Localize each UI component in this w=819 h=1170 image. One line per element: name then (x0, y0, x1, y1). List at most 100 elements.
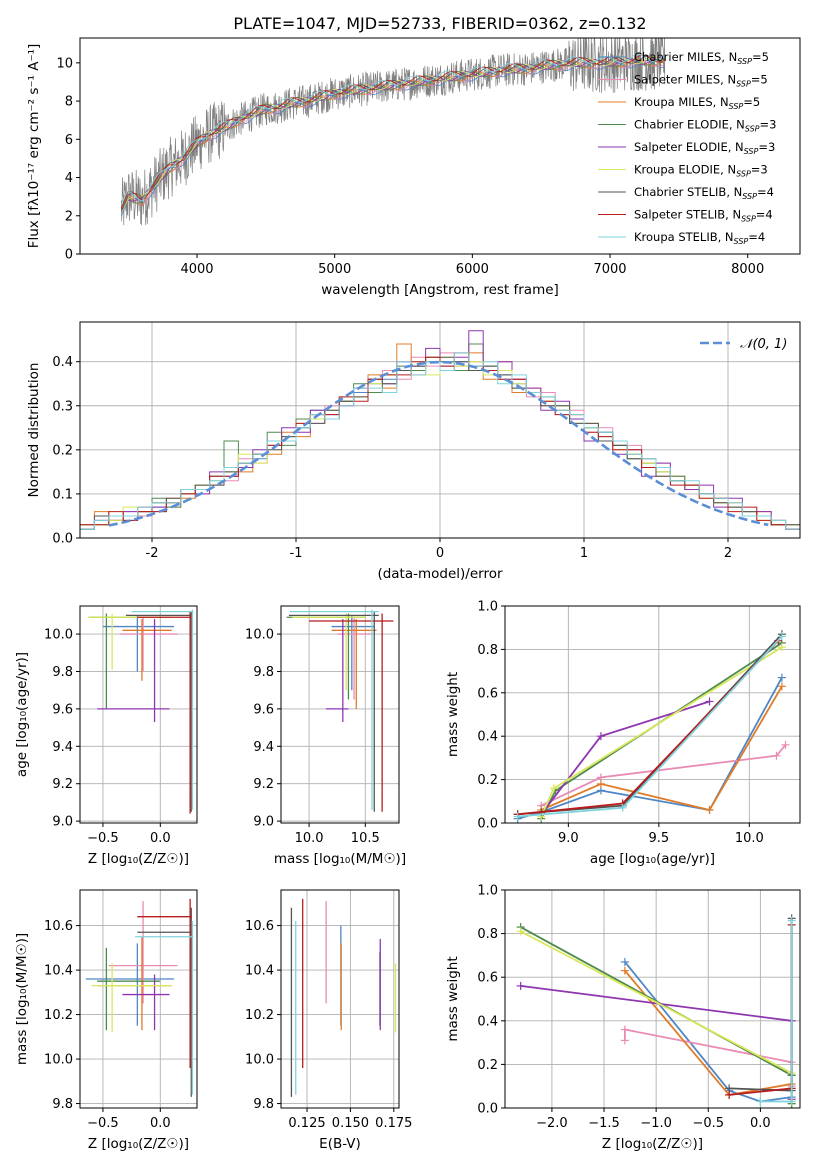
y-tick-label: 9.8 (253, 665, 274, 680)
x-axis-label: Z [log₁₀(Z/Z☉)] (602, 1136, 703, 1152)
gaussian-curve (108, 360, 769, 527)
weight-vs-age-panel: 9.0 9.5 10.0 0.0 0.2 0.4 0.6 0.8 1.0 age [log₁₀(a… (445, 600, 801, 867)
x-tick-label: −0.5 (87, 1116, 119, 1131)
x-axis-label: wavelength [Angstrom, rest frame] (321, 282, 559, 298)
weight-marker (620, 957, 629, 966)
y-tick-label: 1.0 (477, 600, 498, 615)
legend-label-tail: =4 (756, 208, 773, 222)
legend-label-tail: =4 (757, 185, 774, 199)
weight-marker (596, 779, 605, 788)
y-tick-label: 9.6 (52, 702, 73, 717)
axes-frame (79, 889, 198, 1109)
y-tick-label: 10.0 (44, 628, 73, 643)
x-tick-label: −0.5 (87, 831, 119, 846)
weight-marker (777, 643, 786, 652)
y-tick-label: 10.6 (44, 919, 73, 934)
y-tick-label: 10.0 (245, 1053, 274, 1068)
x-tick-label: −1.0 (640, 1116, 672, 1131)
y-tick-label: 0.0 (477, 1102, 498, 1117)
legend-label-sub: SSP (745, 125, 760, 134)
weight-marker (781, 740, 790, 749)
histogram-step (80, 352, 800, 538)
legend-label-sub: SSP (734, 237, 749, 246)
mass-vs-Z-data (85, 898, 194, 1097)
weight-marker (725, 1090, 734, 1099)
mass-vs-EBV-panel: 0.125 0.150 0.175 9.8 10.0 10.2 10.4 10.6 E(B-V) (245, 889, 412, 1152)
legend-label-sub: SSP (729, 102, 744, 111)
weight-line (540, 744, 787, 807)
y-tick-label: 10.4 (245, 964, 274, 979)
weight-marker (777, 673, 786, 682)
axes-frame (504, 605, 801, 824)
weight-marker (777, 682, 786, 691)
y-tick-label: 10.0 (245, 628, 274, 643)
y-tick-label: 9.8 (253, 1097, 274, 1112)
x-tick-label: 10.0 (735, 831, 764, 846)
axes-frame (79, 605, 198, 824)
weight-vs-Z-data (516, 914, 796, 1108)
y-axis-label: mass weight (445, 672, 461, 757)
y-axis-label: Flux [fλ10⁻¹⁷ erg cm⁻² s⁻¹ A⁻¹] (26, 44, 42, 249)
weight-marker (620, 1036, 629, 1045)
weight-marker (549, 784, 558, 793)
y-tick-label: 0.2 (477, 773, 498, 788)
y-tick-label: 10.4 (44, 964, 73, 979)
legend-label-tail: =3 (760, 118, 777, 132)
weight-marker (787, 1097, 796, 1106)
axes-frame (280, 605, 400, 824)
x-tick-label: −1.5 (588, 1116, 620, 1131)
legend-label-main: Chabrier MILES, N (634, 50, 737, 64)
x-tick-label: 0.0 (750, 1116, 771, 1131)
weight-marker (705, 805, 714, 814)
residuals-data (80, 330, 800, 538)
y-tick-label: 10 (56, 56, 73, 71)
x-tick-label: 1 (580, 546, 588, 561)
x-tick-label: 0.0 (150, 1116, 171, 1131)
weight-marker (620, 966, 629, 975)
model-spectrum-line (120, 54, 666, 209)
y-tick-label: 8 (65, 95, 73, 110)
y-tick-label: 0.4 (477, 730, 498, 745)
y-tick-label: 1.0 (477, 884, 498, 899)
weight-marker (756, 1097, 765, 1106)
x-tick-label: 9.0 (558, 831, 579, 846)
weight-marker (777, 632, 786, 641)
x-tick-label: 9.5 (648, 831, 669, 846)
y-tick-label: 0.8 (477, 927, 498, 942)
legend-label-main: Kroupa ELODIE, N (634, 163, 736, 177)
axes-frame (280, 889, 400, 1109)
legend-label: Chabrier STELIB, NSSP=4 (634, 185, 774, 201)
y-tick-label: 4 (65, 171, 73, 186)
mass-vs-Z-panel: −0.5 0.0 9.8 10.0 10.2 10.4 10.6 Z [log₁₀(Z/Z☉)… (14, 889, 198, 1152)
legend-label-sub: SSP (741, 215, 756, 224)
legend-label-main: Kroupa STELIB, N (634, 230, 734, 244)
model-spectrum-line (120, 53, 666, 205)
y-tick-label: 9.8 (52, 1097, 73, 1112)
weight-vs-Z-panel: −2.0 −1.5 −1.0 −0.5 0.0 0.0 0.2 0.4 0.6 0.8 1.0 Z [… (445, 884, 801, 1152)
y-tick-label: 9.2 (253, 777, 274, 792)
y-tick-label: 0.8 (477, 643, 498, 658)
legend-label-main: Chabrier ELODIE, N (634, 118, 745, 132)
legend-label-main: Chabrier STELIB, N (634, 185, 742, 199)
x-tick-label: 0.175 (375, 1116, 412, 1131)
age-vs-Z-panel: −0.5 0.0 9.0 9.2 9.4 9.6 9.8 10.0 Z [log₁₀(Z/Z☉)… (14, 605, 198, 867)
weight-marker (620, 1025, 629, 1034)
y-axis-label: mass [log₁₀(M/M☉)] (14, 933, 30, 1065)
weight-marker (596, 732, 605, 741)
x-axis-label: (data-model)/error (377, 566, 503, 582)
age-vs-mass-data (286, 609, 394, 812)
weight-marker (516, 927, 525, 936)
x-axis-label: E(B-V) (319, 1136, 361, 1152)
y-tick-label: 10.6 (245, 919, 274, 934)
histogram-step (80, 352, 800, 538)
y-tick-label: 0.0 (52, 532, 73, 547)
x-axis-label: Z [log₁₀(Z/Z☉)] (88, 1136, 189, 1152)
x-tick-label: 10.5 (351, 831, 380, 846)
legend-label-main: Salpeter MILES, N (634, 73, 736, 87)
legend-label-sub: SSP (742, 192, 757, 201)
x-tick-label: 10.0 (295, 831, 324, 846)
legend-label-tail: =3 (751, 163, 768, 177)
y-tick-label: 0 (65, 248, 73, 263)
